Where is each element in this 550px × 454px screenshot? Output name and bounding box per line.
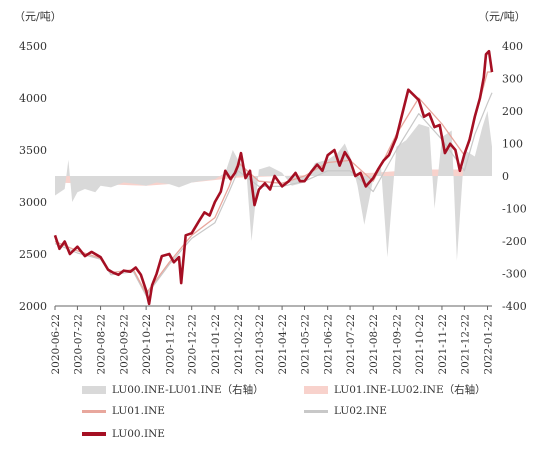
x-tick-label: 2021-03-22 xyxy=(254,314,266,375)
y-right-tick-label: 100 xyxy=(502,138,523,151)
legend-item-lu01: LU01.INE xyxy=(82,405,165,417)
legend-swatch-spread-00-01 xyxy=(82,385,106,394)
series-lu02 xyxy=(54,92,493,297)
legend-label-lu01: LU01.INE xyxy=(112,405,165,417)
legend-swatch-lu02 xyxy=(304,409,328,413)
y-right-tick-label: 300 xyxy=(502,73,523,86)
legend-item-lu02: LU02.INE xyxy=(304,405,387,417)
y-right-tick-label: -400 xyxy=(502,300,527,313)
axes: 200025003000350040004500-400-300-200-100… xyxy=(19,40,527,375)
x-tick-label: 2021-12-22 xyxy=(459,314,471,375)
series-lu01 xyxy=(54,71,492,295)
legend-label-lu02: LU02.INE xyxy=(334,405,387,417)
legend-swatch-lu01 xyxy=(82,409,106,413)
y-right-tick-label: -100 xyxy=(502,203,527,216)
plot-areas xyxy=(55,111,492,261)
x-tick-label: 2021-05-22 xyxy=(300,314,312,375)
x-tick-label: 2021-07-22 xyxy=(345,314,357,375)
x-tick-label: 2021-06-22 xyxy=(323,314,335,375)
x-tick-label: 2022-01-22 xyxy=(483,314,495,375)
y-right-tick-label: 0 xyxy=(502,170,509,183)
legend-label-spread-01-02: LU01.INE-LU02.INE（右轴） xyxy=(334,384,486,396)
left-unit-label: （元/吨） xyxy=(14,10,62,23)
x-tick-label: 2021-09-22 xyxy=(391,314,403,375)
x-tick-label: 2021-02-22 xyxy=(233,314,245,375)
plot-lines xyxy=(53,49,494,306)
y-left-tick-label: 3000 xyxy=(19,196,47,209)
y-left-tick-label: 3500 xyxy=(19,144,47,157)
right-unit-label: （元/吨） xyxy=(478,10,526,23)
x-tick-label: 2020-08-22 xyxy=(96,314,108,375)
series-lu00 xyxy=(53,49,494,306)
x-tick-label: 2020-09-22 xyxy=(119,314,131,375)
x-tick-label: 2021-01-22 xyxy=(210,314,222,375)
legend-item-spread-00-01: LU00.INE-LU01.INE（右轴） xyxy=(82,382,264,397)
legend-swatch-lu00 xyxy=(82,432,106,436)
x-tick-label: 2021-04-22 xyxy=(277,314,289,375)
legend-swatch-spread-01-02 xyxy=(304,385,328,394)
y-left-tick-label: 4000 xyxy=(19,92,47,105)
x-tick-label: 2020-10-22 xyxy=(141,314,153,375)
y-left-tick-label: 4500 xyxy=(19,40,47,53)
legend-item-lu00: LU00.INE xyxy=(82,428,165,440)
y-left-tick-label: 2500 xyxy=(19,248,47,261)
legend-item-spread-01-02: LU01.INE-LU02.INE（右轴） xyxy=(304,382,486,397)
x-tick-label: 2021-08-22 xyxy=(368,314,380,375)
y-left-tick-label: 2000 xyxy=(19,300,47,313)
x-tick-label: 2021-10-22 xyxy=(414,314,426,375)
y-right-tick-label: 400 xyxy=(502,40,523,53)
x-tick-label: 2021-11-22 xyxy=(437,314,449,375)
y-right-tick-label: -300 xyxy=(502,268,527,281)
y-right-tick-label: 200 xyxy=(502,105,523,118)
y-right-tick-label: -200 xyxy=(502,235,527,248)
legend-label-spread-00-01: LU00.INE-LU01.INE（右轴） xyxy=(112,384,264,396)
series-spread-00-01 xyxy=(55,111,492,261)
legend-label-lu00: LU00.INE xyxy=(112,428,165,440)
x-tick-label: 2020-06-22 xyxy=(50,314,62,375)
x-tick-label: 2020-12-22 xyxy=(187,314,199,375)
x-tick-label: 2020-11-22 xyxy=(164,314,176,375)
x-tick-label: 2020-07-22 xyxy=(72,314,84,375)
